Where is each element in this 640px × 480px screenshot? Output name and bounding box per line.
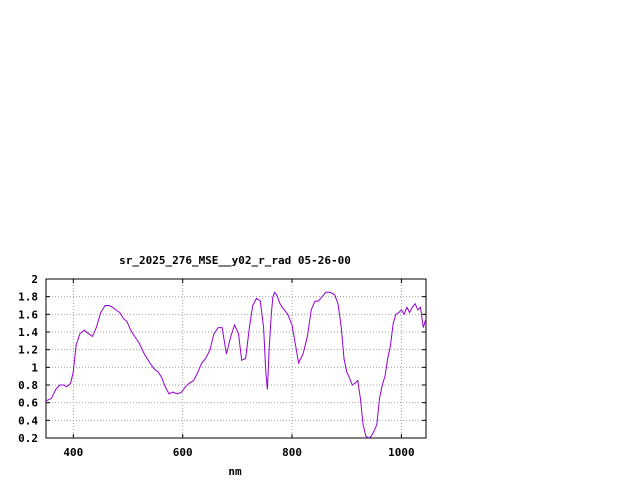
- grid: [46, 279, 426, 438]
- y-tick-label: 1: [31, 361, 38, 374]
- plot-frame: [45, 278, 427, 439]
- y-tick-label: 2: [31, 273, 38, 286]
- y-tick-label: 0.8: [18, 379, 38, 392]
- x-tick-label: 400: [63, 446, 83, 459]
- y-tick-label: 0.4: [18, 414, 38, 427]
- x-axis-label: nm: [228, 465, 242, 478]
- x-axis: 400 600 800 1000: [63, 279, 415, 459]
- y-tick-label: 0.2: [18, 432, 38, 445]
- y-tick-label: 1.8: [18, 291, 38, 304]
- x-tick-label: 600: [173, 446, 193, 459]
- y-tick-label: 1.2: [18, 344, 38, 357]
- y-axis: 0.2 0.4 0.6 0.8 1 1.2 1.4 1.6 1.8 2: [18, 273, 426, 445]
- x-tick-label: 800: [282, 446, 302, 459]
- y-tick-label: 1.6: [18, 308, 38, 321]
- series-line: [45, 291, 427, 439]
- x-tick-label: 1000: [388, 446, 415, 459]
- chart-title: sr_2025_276_MSE__y02_r_rad 05-26-00: [119, 254, 351, 267]
- y-tick-label: 0.6: [18, 397, 38, 410]
- y-tick-label: 1.4: [18, 326, 38, 339]
